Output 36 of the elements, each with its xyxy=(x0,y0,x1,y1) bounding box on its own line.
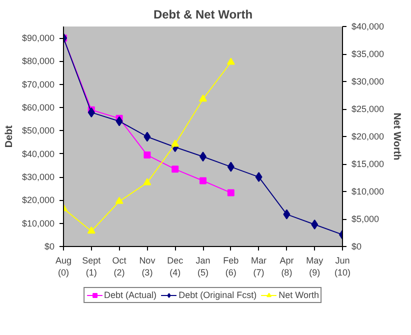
chart-title: Debt & Net Worth xyxy=(153,8,253,22)
y2-tick-label: $0 xyxy=(352,242,362,252)
x-tick-label: Jan (5) xyxy=(196,256,210,278)
y-tick-label: $70,000 xyxy=(22,79,55,90)
x-tick-label: Aug (0) xyxy=(55,256,72,278)
y-tick-label: $0 xyxy=(44,242,55,252)
y2-tick-label: $30,000 xyxy=(352,76,384,86)
x-tick-label: May (9) xyxy=(306,256,324,278)
y-tick-label: $80,000 xyxy=(22,56,55,66)
x-tick-label: Feb (6) xyxy=(223,256,239,278)
y2-tick-label: $25,000 xyxy=(352,104,384,114)
legend-label: Debt (Original Fcst) xyxy=(178,290,257,300)
y2-tick-label: $40,000 xyxy=(352,22,384,32)
x-tick-label: Sept (1) xyxy=(82,256,102,278)
x-tick-label: Oct (2) xyxy=(112,256,127,278)
y-tick-label: $10,000 xyxy=(22,218,55,228)
y-tick-label: $90,000 xyxy=(22,33,55,44)
x-tick-label: Dec (4) xyxy=(167,256,184,278)
y2-tick-label: $10,000 xyxy=(352,186,384,196)
x-tick-label: Apr (8) xyxy=(280,256,294,278)
y-tick-label: $60,000 xyxy=(22,102,55,113)
y-tick-label: $40,000 xyxy=(22,148,55,159)
y-axis-title: Debt xyxy=(4,124,15,148)
legend-label: Debt (Actual) xyxy=(104,290,157,300)
x-tick-label: Nov (3) xyxy=(139,256,156,278)
y-tick-label: $50,000 xyxy=(22,126,55,136)
x-tick-label: Mar (7) xyxy=(251,256,267,278)
y2-tick-label: $20,000 xyxy=(352,132,384,142)
y-tick-label: $20,000 xyxy=(22,195,55,206)
y2-tick-label: $5,000 xyxy=(352,214,380,224)
legend-label: Net Worth xyxy=(278,290,319,300)
y-tick-label: $30,000 xyxy=(22,172,55,182)
y2-tick-label: $35,000 xyxy=(352,49,384,59)
y2-axis-title: Net Worth xyxy=(391,112,402,160)
y2-tick-label: $15,000 xyxy=(352,159,384,169)
x-tick-label: Jun (10) xyxy=(334,256,351,278)
